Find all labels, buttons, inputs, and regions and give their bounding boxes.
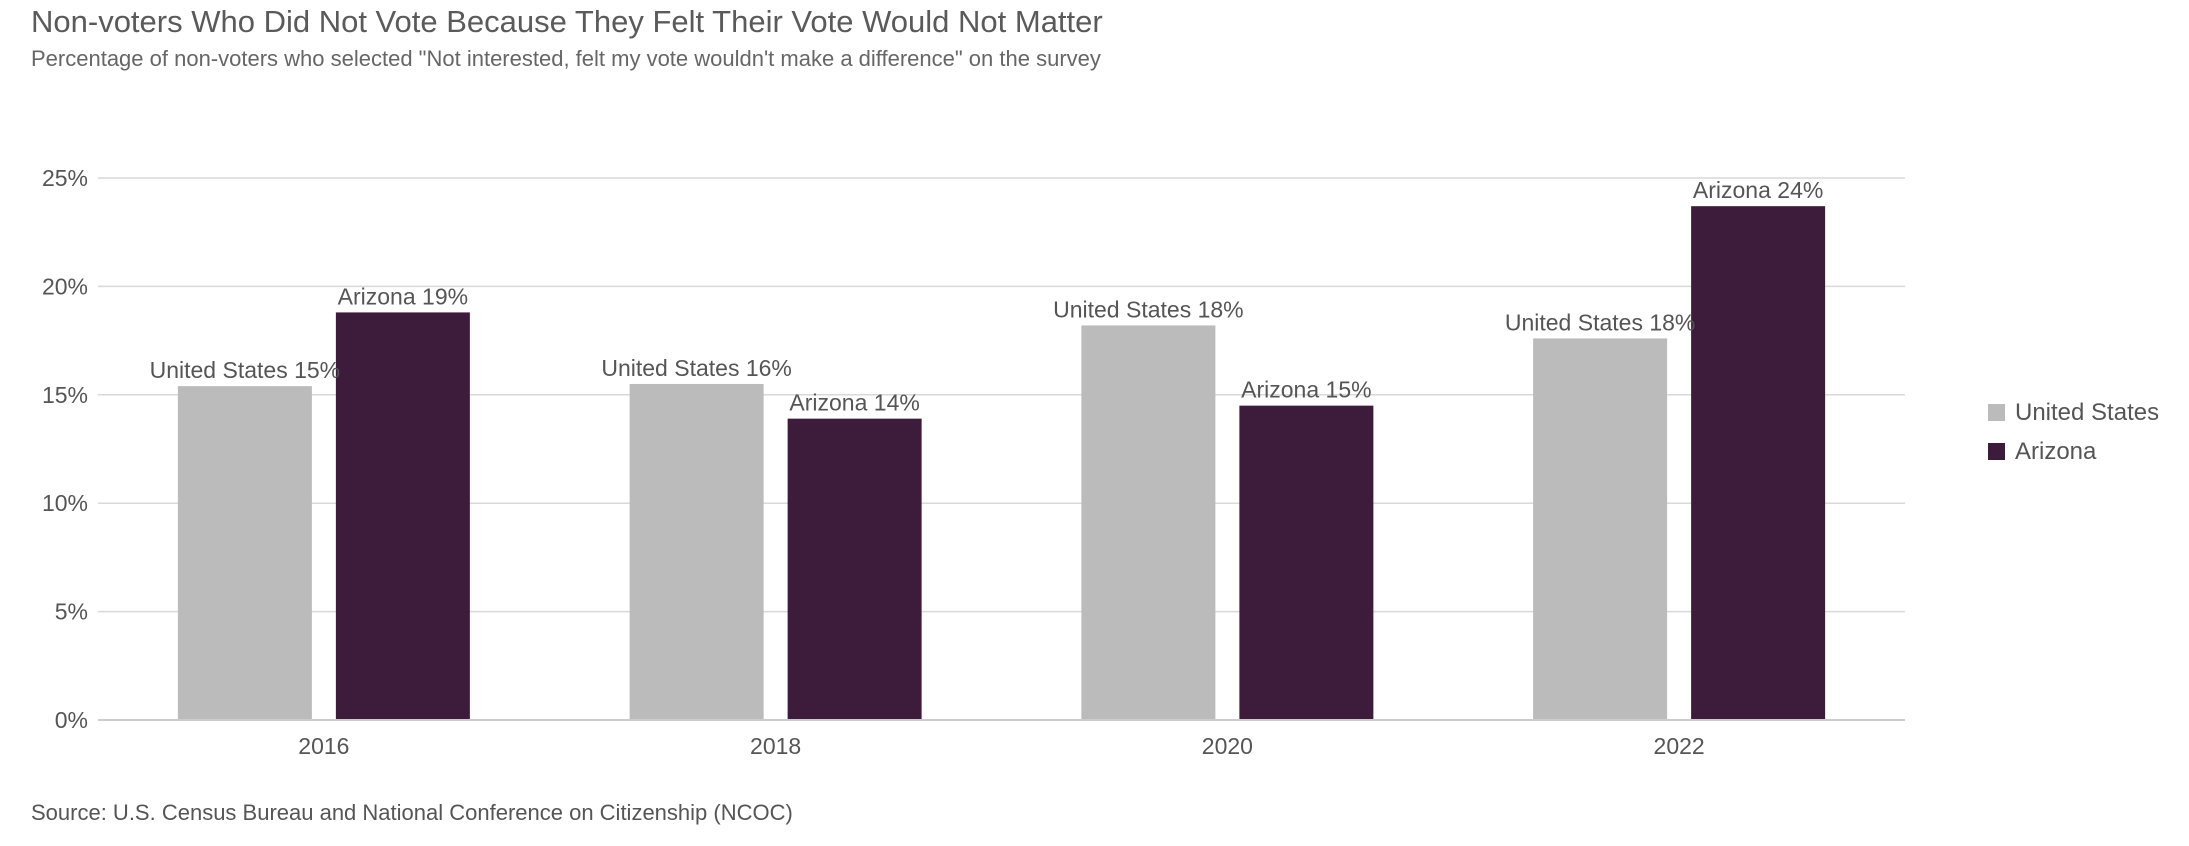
data-label-arizona-2016: Arizona 19%: [338, 283, 468, 309]
y-tick-label: 0%: [55, 707, 88, 733]
y-tick-label: 25%: [42, 165, 88, 191]
bar-arizona-2016[interactable]: [335, 312, 470, 720]
data-label-united-states-2022: United States 18%: [1505, 309, 1696, 335]
data-label-arizona-2022: Arizona 24%: [1693, 177, 1823, 203]
y-tick-label: 10%: [42, 490, 88, 516]
data-label-arizona-2018: Arizona 14%: [789, 390, 919, 416]
y-tick-label: 20%: [42, 273, 88, 299]
bars: [177, 206, 1826, 720]
data-label-arizona-2020: Arizona 15%: [1241, 377, 1371, 403]
chart-subtitle: Percentage of non-voters who selected "N…: [31, 46, 1101, 71]
y-tick-label: 5%: [55, 599, 88, 625]
data-label-united-states-2020: United States 18%: [1053, 296, 1244, 322]
bar-united-states-2018[interactable]: [629, 383, 764, 720]
x-tick-label-2022: 2022: [1654, 733, 1705, 759]
bar-united-states-2020[interactable]: [1081, 325, 1216, 720]
bar-united-states-2016[interactable]: [177, 386, 312, 720]
chart-title: Non-voters Who Did Not Vote Because They…: [31, 4, 1103, 39]
legend-item-arizona[interactable]: Arizona: [1988, 432, 2159, 471]
bar-arizona-2022[interactable]: [1691, 206, 1826, 720]
axes: 0% 5% 10% 15% 20% 25% 2016 2018 2020 2022: [42, 165, 1905, 759]
bar-arizona-2020[interactable]: [1239, 405, 1374, 720]
legend-label-arizona: Arizona: [2015, 437, 2097, 465]
data-label-united-states-2018: United States 16%: [601, 355, 792, 381]
legend-swatch-arizona: [1988, 443, 2005, 460]
legend-label-united-states: United States: [2015, 398, 2160, 426]
x-tick-label-2018: 2018: [750, 733, 801, 759]
data-labels: United States 15% Arizona 19% United State…: [150, 177, 1824, 415]
x-tick-label-2020: 2020: [1202, 733, 1253, 759]
legend: United States Arizona: [1988, 393, 2159, 471]
bar-arizona-2018[interactable]: [787, 418, 922, 720]
legend-item-united-states[interactable]: United States: [1988, 393, 2159, 432]
source-note: Source: U.S. Census Bureau and National …: [31, 800, 793, 825]
legend-swatch-united-states: [1988, 404, 2005, 421]
x-tick-label-2016: 2016: [298, 733, 349, 759]
data-label-united-states-2016: United States 15%: [150, 357, 341, 383]
bar-united-states-2022[interactable]: [1533, 338, 1668, 720]
y-tick-label: 15%: [42, 382, 88, 408]
